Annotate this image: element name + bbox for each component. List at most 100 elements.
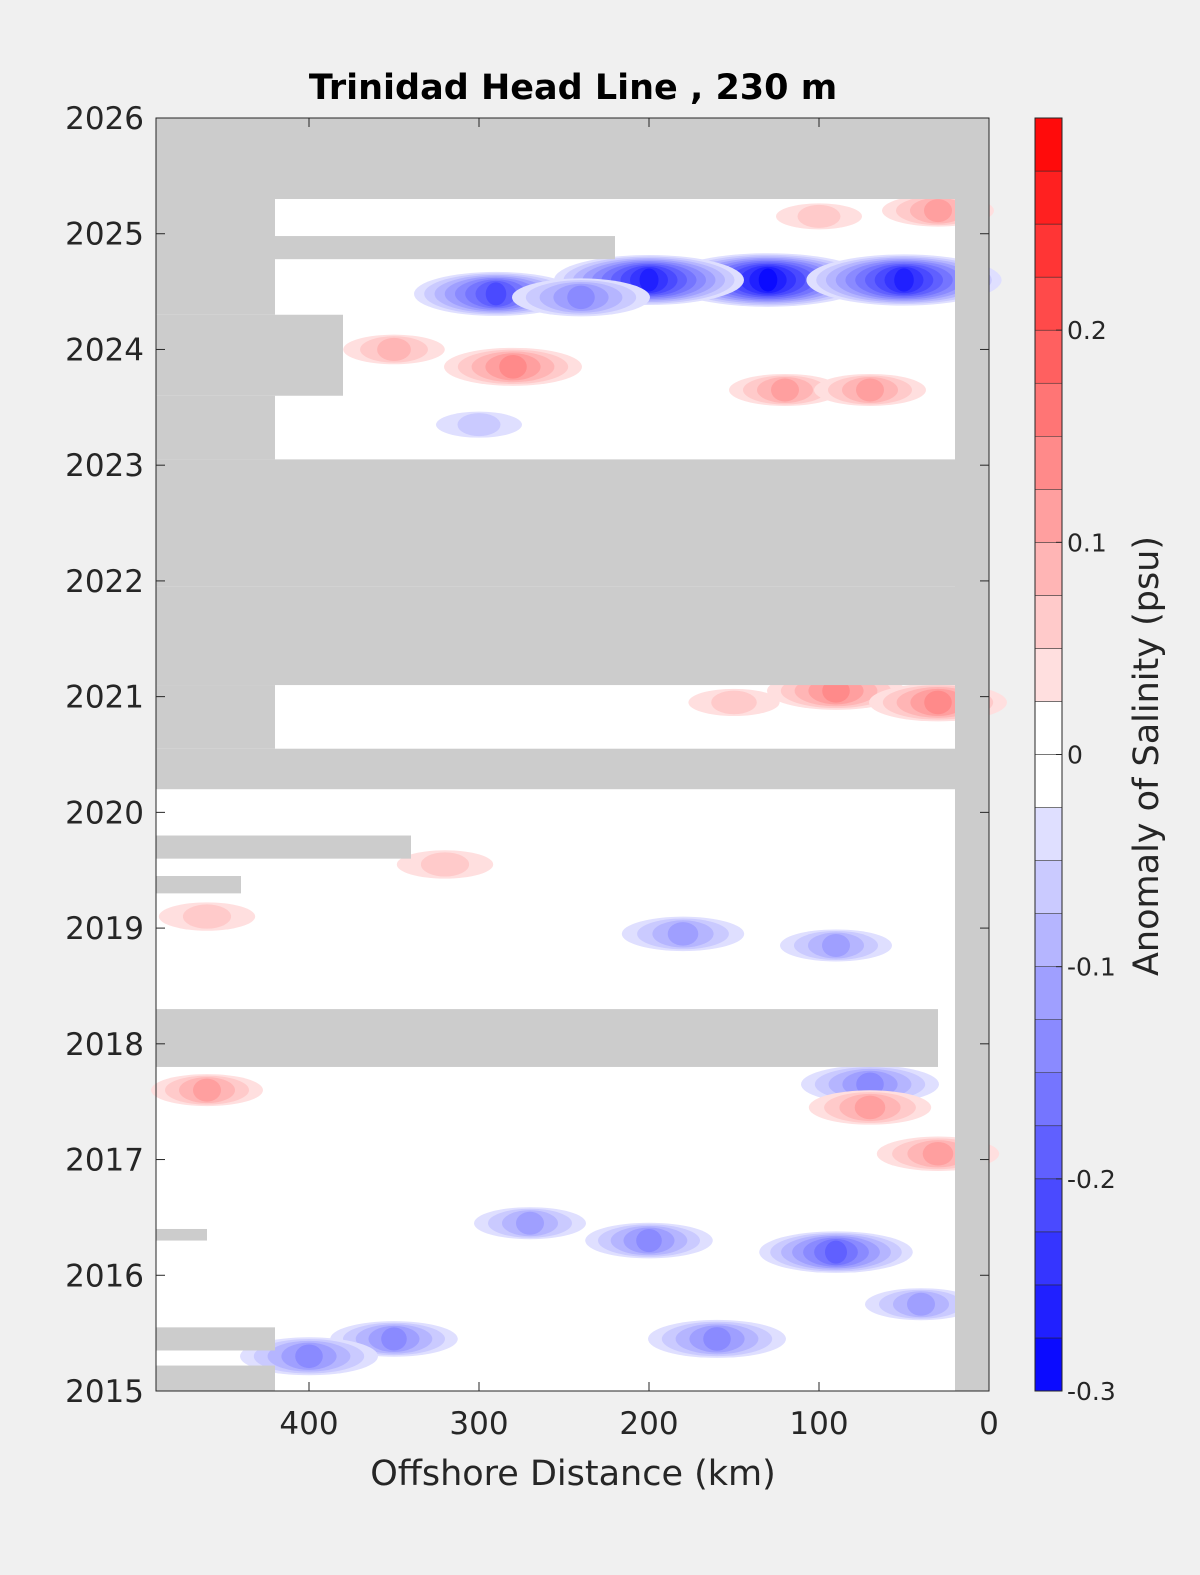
no-data-region — [156, 685, 275, 749]
anomaly-contour — [922, 1141, 954, 1166]
no-data-region — [156, 118, 989, 200]
colorbar-segment — [1034, 1178, 1063, 1233]
y-tick-label: 2026 — [65, 101, 144, 137]
colorbar-tick-label: 0.1 — [1067, 528, 1107, 557]
salinity-anomaly-field — [151, 194, 1007, 1376]
colorbar-segment — [1034, 223, 1063, 278]
x-axis: 400 300 200 100 0 — [279, 118, 999, 1442]
anomaly-contour — [381, 1327, 407, 1351]
anomaly-contour — [485, 282, 507, 306]
anomaly-contour — [420, 852, 470, 877]
colorbar-segment — [1034, 701, 1063, 755]
colorbar-segment — [1034, 1019, 1063, 1073]
colorbar-ticks: -0.3 -0.2 -0.1 0 0.1 0.2 — [1056, 316, 1116, 1406]
colorbar-segments — [1034, 117, 1063, 1392]
anomaly-contour — [854, 1095, 886, 1120]
colorbar-segment — [1034, 542, 1063, 596]
no-data-region — [156, 1009, 938, 1067]
anomaly-contour — [924, 199, 952, 223]
colorbar-tick-label: 0.2 — [1067, 316, 1107, 345]
anomaly-contour — [825, 1240, 847, 1264]
x-tick-label: 300 — [449, 1406, 508, 1442]
anomaly-contour — [771, 378, 799, 402]
x-tick-label: 0 — [979, 1406, 999, 1442]
no-data-region — [156, 876, 241, 894]
no-data-region — [156, 395, 275, 460]
colorbar-segment — [1034, 1284, 1063, 1339]
anomaly-contour — [295, 1344, 323, 1369]
colorbar-segment — [1034, 1072, 1063, 1127]
colorbar-segment — [1034, 860, 1063, 914]
colorbar-segment — [1034, 170, 1063, 225]
anomaly-contour — [457, 413, 501, 437]
anomaly-contour — [667, 922, 699, 946]
plot-area: 400 300 200 100 0 20152016201720182019202020… — [65, 101, 1007, 1442]
colorbar-segment — [1034, 117, 1063, 172]
colorbar-segment — [1034, 489, 1063, 543]
no-data-region — [156, 314, 343, 396]
y-tick-label: 2021 — [65, 680, 144, 716]
no-data-region — [156, 1327, 275, 1351]
no-data-region — [156, 459, 989, 587]
y-tick-label: 2022 — [65, 564, 144, 600]
y-tick-label: 2017 — [65, 1143, 144, 1179]
no-data-region — [156, 835, 411, 859]
colorbar-segment — [1034, 1337, 1063, 1392]
colorbar-segment — [1034, 966, 1063, 1020]
x-tick-label: 400 — [279, 1406, 338, 1442]
anomaly-contour — [377, 337, 411, 362]
colorbar-segment — [1034, 382, 1063, 437]
anomaly-contour — [856, 378, 884, 402]
no-data-region — [156, 586, 955, 686]
colorbar-segment — [1034, 436, 1063, 490]
anomaly-contour — [797, 204, 841, 228]
x-tick-label: 100 — [789, 1406, 848, 1442]
colorbar-tick-label: -0.3 — [1067, 1377, 1116, 1406]
y-tick-label: 2016 — [65, 1258, 144, 1294]
anomaly-contour — [822, 933, 850, 957]
y-tick-label: 2025 — [65, 217, 144, 253]
anomaly-contour — [924, 690, 952, 715]
x-tick-label: 200 — [619, 1406, 678, 1442]
anomaly-contour — [499, 355, 527, 379]
y-tick-label: 2018 — [65, 1027, 144, 1063]
no-data-region — [156, 1228, 207, 1241]
anomaly-contour — [711, 690, 757, 715]
colorbar-label: Anomaly of Salinity (psu) — [1127, 536, 1167, 976]
colorbar-segment — [1034, 648, 1063, 702]
anomaly-contour — [907, 1292, 935, 1316]
colorbar-segment — [1034, 807, 1063, 861]
y-tick-label: 2019 — [65, 911, 144, 947]
colorbar-segment — [1034, 754, 1063, 808]
colorbar-segment — [1034, 329, 1063, 384]
colorbar-segment — [1034, 595, 1063, 649]
x-axis-label: Offshore Distance (km) — [370, 1454, 776, 1494]
anomaly-contour — [894, 268, 914, 292]
anomaly-contour — [567, 285, 595, 310]
y-tick-label: 2015 — [65, 1374, 144, 1410]
colorbar-tick-label: -0.1 — [1067, 953, 1116, 982]
colorbar-tick-label: 0 — [1067, 741, 1083, 770]
anomaly-contour — [636, 1228, 662, 1253]
no-data-region — [156, 1365, 275, 1391]
anomaly-contour — [516, 1211, 544, 1235]
chart-title: Trinidad Head Line , 230 m — [309, 68, 837, 108]
y-tick-label: 2023 — [65, 448, 144, 484]
anomaly-contour — [703, 1327, 731, 1351]
no-data-region — [275, 236, 615, 260]
colorbar-segment — [1034, 1125, 1063, 1180]
colorbar-segment — [1034, 276, 1063, 331]
colorbar: -0.3 -0.2 -0.1 0 0.1 0.2 Anomaly of Salinity … — [1034, 117, 1167, 1406]
no-data-region — [955, 118, 989, 1391]
anomaly-contour — [639, 268, 659, 292]
anomaly-contour — [182, 904, 232, 929]
plot-frame — [155, 117, 990, 1392]
no-data-region — [156, 748, 955, 790]
y-axis: 2015 2016 2017 2018 2019 2020 2021 2022 2023 2024… — [65, 101, 989, 1410]
colorbar-tick-label: -0.2 — [1067, 1165, 1116, 1194]
no-data-mask — [156, 118, 989, 1391]
y-tick-label: 2020 — [65, 795, 144, 831]
no-data-region — [156, 199, 275, 315]
y-tick-label: 2024 — [65, 332, 144, 368]
